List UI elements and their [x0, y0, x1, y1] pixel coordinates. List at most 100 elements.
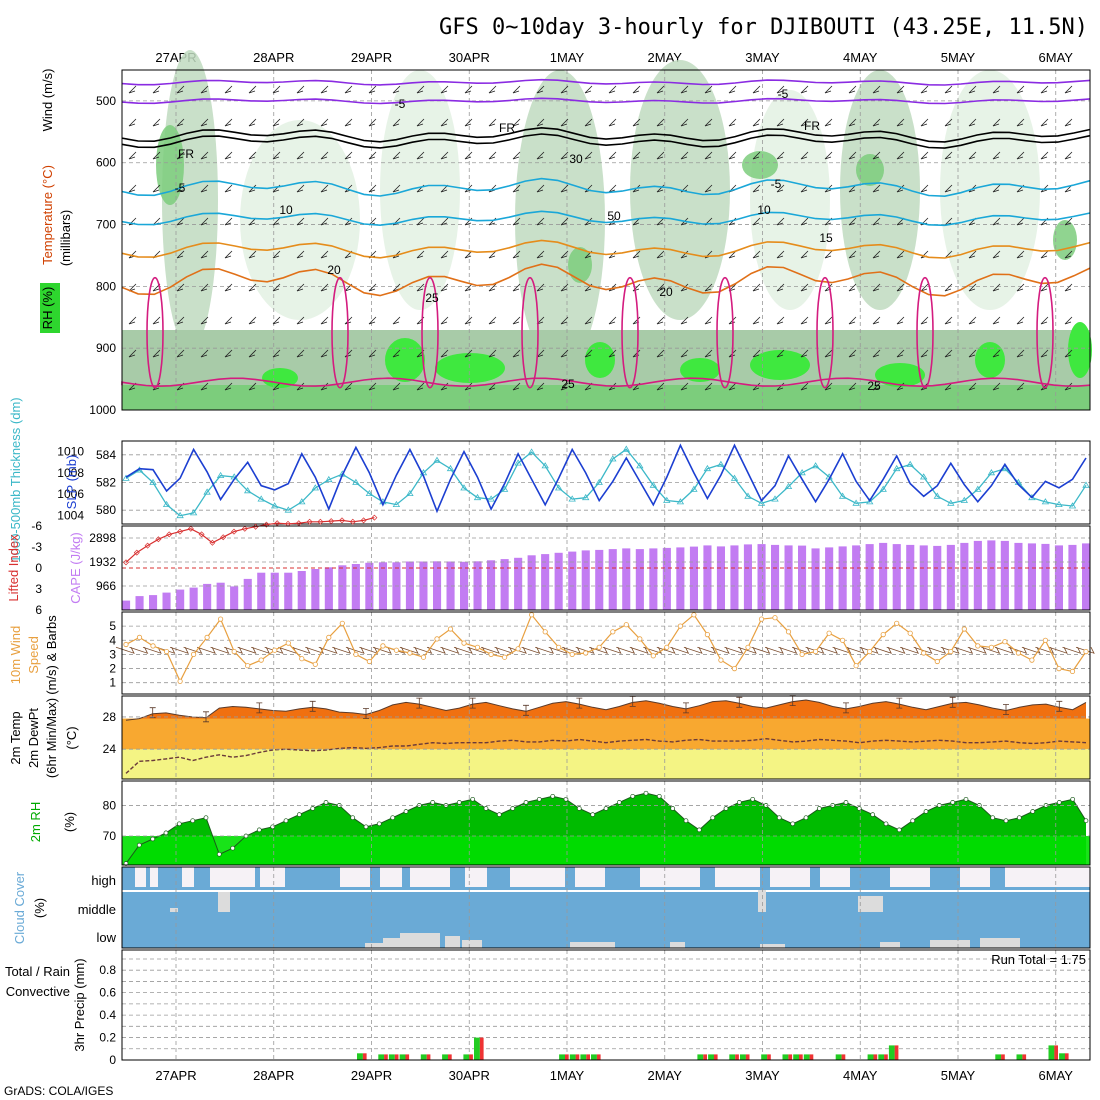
li-marker [177, 528, 183, 535]
wind-barb-10m [751, 646, 771, 654]
wind-barb [848, 118, 857, 127]
wind-barb [488, 85, 497, 94]
precip-convective-bar [703, 1054, 707, 1060]
wind-barb [872, 283, 881, 292]
contour-label: 20 [327, 263, 341, 277]
low-cloud-patch [365, 943, 383, 948]
minmax-errorbar [843, 702, 849, 714]
rh2m-marker [910, 818, 916, 824]
cape-bar [297, 571, 306, 610]
bottom-date-label: 29APR [351, 1068, 392, 1083]
thickness-marker [487, 495, 495, 502]
contour-label: 25 [867, 379, 881, 393]
wind-barb-10m [575, 646, 595, 654]
wind-barb-10m [521, 646, 541, 654]
wind-barb-10m [440, 646, 460, 654]
wind-barb [416, 217, 425, 226]
wind-barb-10m [359, 646, 379, 654]
high-cloud-gap [465, 867, 487, 887]
contour-label: 30 [569, 152, 583, 166]
wind-barb [416, 118, 425, 127]
wind-barb [704, 85, 713, 94]
wind-barb-10m [845, 646, 865, 654]
wind-barb-10m [426, 646, 446, 654]
wind-speed-marker [136, 634, 143, 641]
wind-barb-10m [710, 646, 730, 654]
wind-barb [128, 349, 137, 358]
rh-shade-bright [262, 368, 298, 388]
wind-barb [224, 217, 233, 226]
wind-speed-marker [704, 631, 711, 638]
wind-barb [296, 382, 305, 391]
temp-mid-band [122, 718, 1090, 750]
wind-barb [728, 217, 737, 226]
thickness-marker [1041, 498, 1050, 505]
pressure-tick-label: 500 [96, 94, 116, 108]
run-total-label: Run Total = 1.75 [991, 952, 1086, 967]
wind-barb [560, 382, 569, 391]
cape-bar [676, 547, 685, 610]
rh-shade-area [750, 90, 830, 310]
precip-total-bar [729, 1054, 736, 1060]
temperature-label: Temperature (°C) [40, 165, 55, 265]
precip-convective-bar [394, 1054, 399, 1060]
rh2m-marker [536, 796, 542, 802]
temp-contour-25-loop [421, 276, 439, 389]
precip-tick-label: 0.2 [99, 1031, 116, 1045]
rh-shade-area [940, 70, 1040, 310]
wind-barb [368, 349, 377, 358]
slp-thickness-panel: 584 582 580 1010 1008 1006 1004 1000-500mb Thic… [8, 397, 1091, 563]
contour-label: -5 [175, 181, 186, 195]
wind-barb [752, 151, 761, 160]
rh2m-marker [563, 796, 569, 802]
low-cloud-patch [670, 942, 685, 948]
wind-barb [704, 283, 713, 292]
wind-barb [536, 283, 545, 292]
precip-total-bar [357, 1053, 363, 1060]
precip-convective-bar [884, 1054, 888, 1060]
top-date-label: 4MAY [843, 50, 878, 65]
wind-barb [224, 85, 233, 94]
rh2m-marker [790, 821, 796, 827]
wind-speed-marker [542, 629, 548, 635]
rh2m-marker [803, 815, 809, 821]
wind-barb [968, 118, 977, 127]
wind-barb-10m [142, 646, 162, 654]
wind-barb [560, 85, 569, 94]
wind-barb [152, 184, 161, 193]
rh2m-marker [923, 809, 929, 814]
li-marker [144, 542, 151, 549]
wind-barb [896, 118, 905, 127]
precip-convective-bar [586, 1054, 590, 1060]
temp-contour-25-loop [621, 276, 639, 389]
wind-barb-10m [399, 646, 419, 654]
wind-barb [488, 283, 497, 292]
wind-speed-marker [569, 651, 575, 658]
wind-barb [728, 85, 737, 94]
wind-barb [1016, 382, 1025, 391]
wind-barb [1040, 85, 1049, 94]
wind-barb [320, 85, 329, 94]
wind-barb [656, 118, 665, 127]
precip-total-bar [782, 1054, 789, 1060]
wind-barb-10m [818, 646, 838, 654]
precip-convective-bar [384, 1054, 388, 1060]
li-marker [339, 517, 345, 524]
wind-speed-marker [474, 644, 481, 650]
thickness-marker [446, 464, 455, 472]
high-cloud-gap [890, 867, 930, 887]
thickness-marker [636, 462, 644, 469]
thickness-marker [947, 499, 955, 506]
cape-bar [730, 545, 739, 610]
wind-barb [272, 250, 281, 259]
wind-barb [632, 283, 641, 292]
rh-label-swatch [40, 283, 60, 333]
wind-barb [512, 349, 521, 358]
wind-barb [368, 184, 377, 193]
wind-barb [296, 118, 305, 127]
wind-barb [776, 118, 785, 127]
thickness-tick-label: 584 [96, 448, 116, 462]
cape-bar [162, 592, 171, 610]
contour-label: -5 [771, 177, 782, 191]
rh2m-marker [310, 806, 316, 811]
